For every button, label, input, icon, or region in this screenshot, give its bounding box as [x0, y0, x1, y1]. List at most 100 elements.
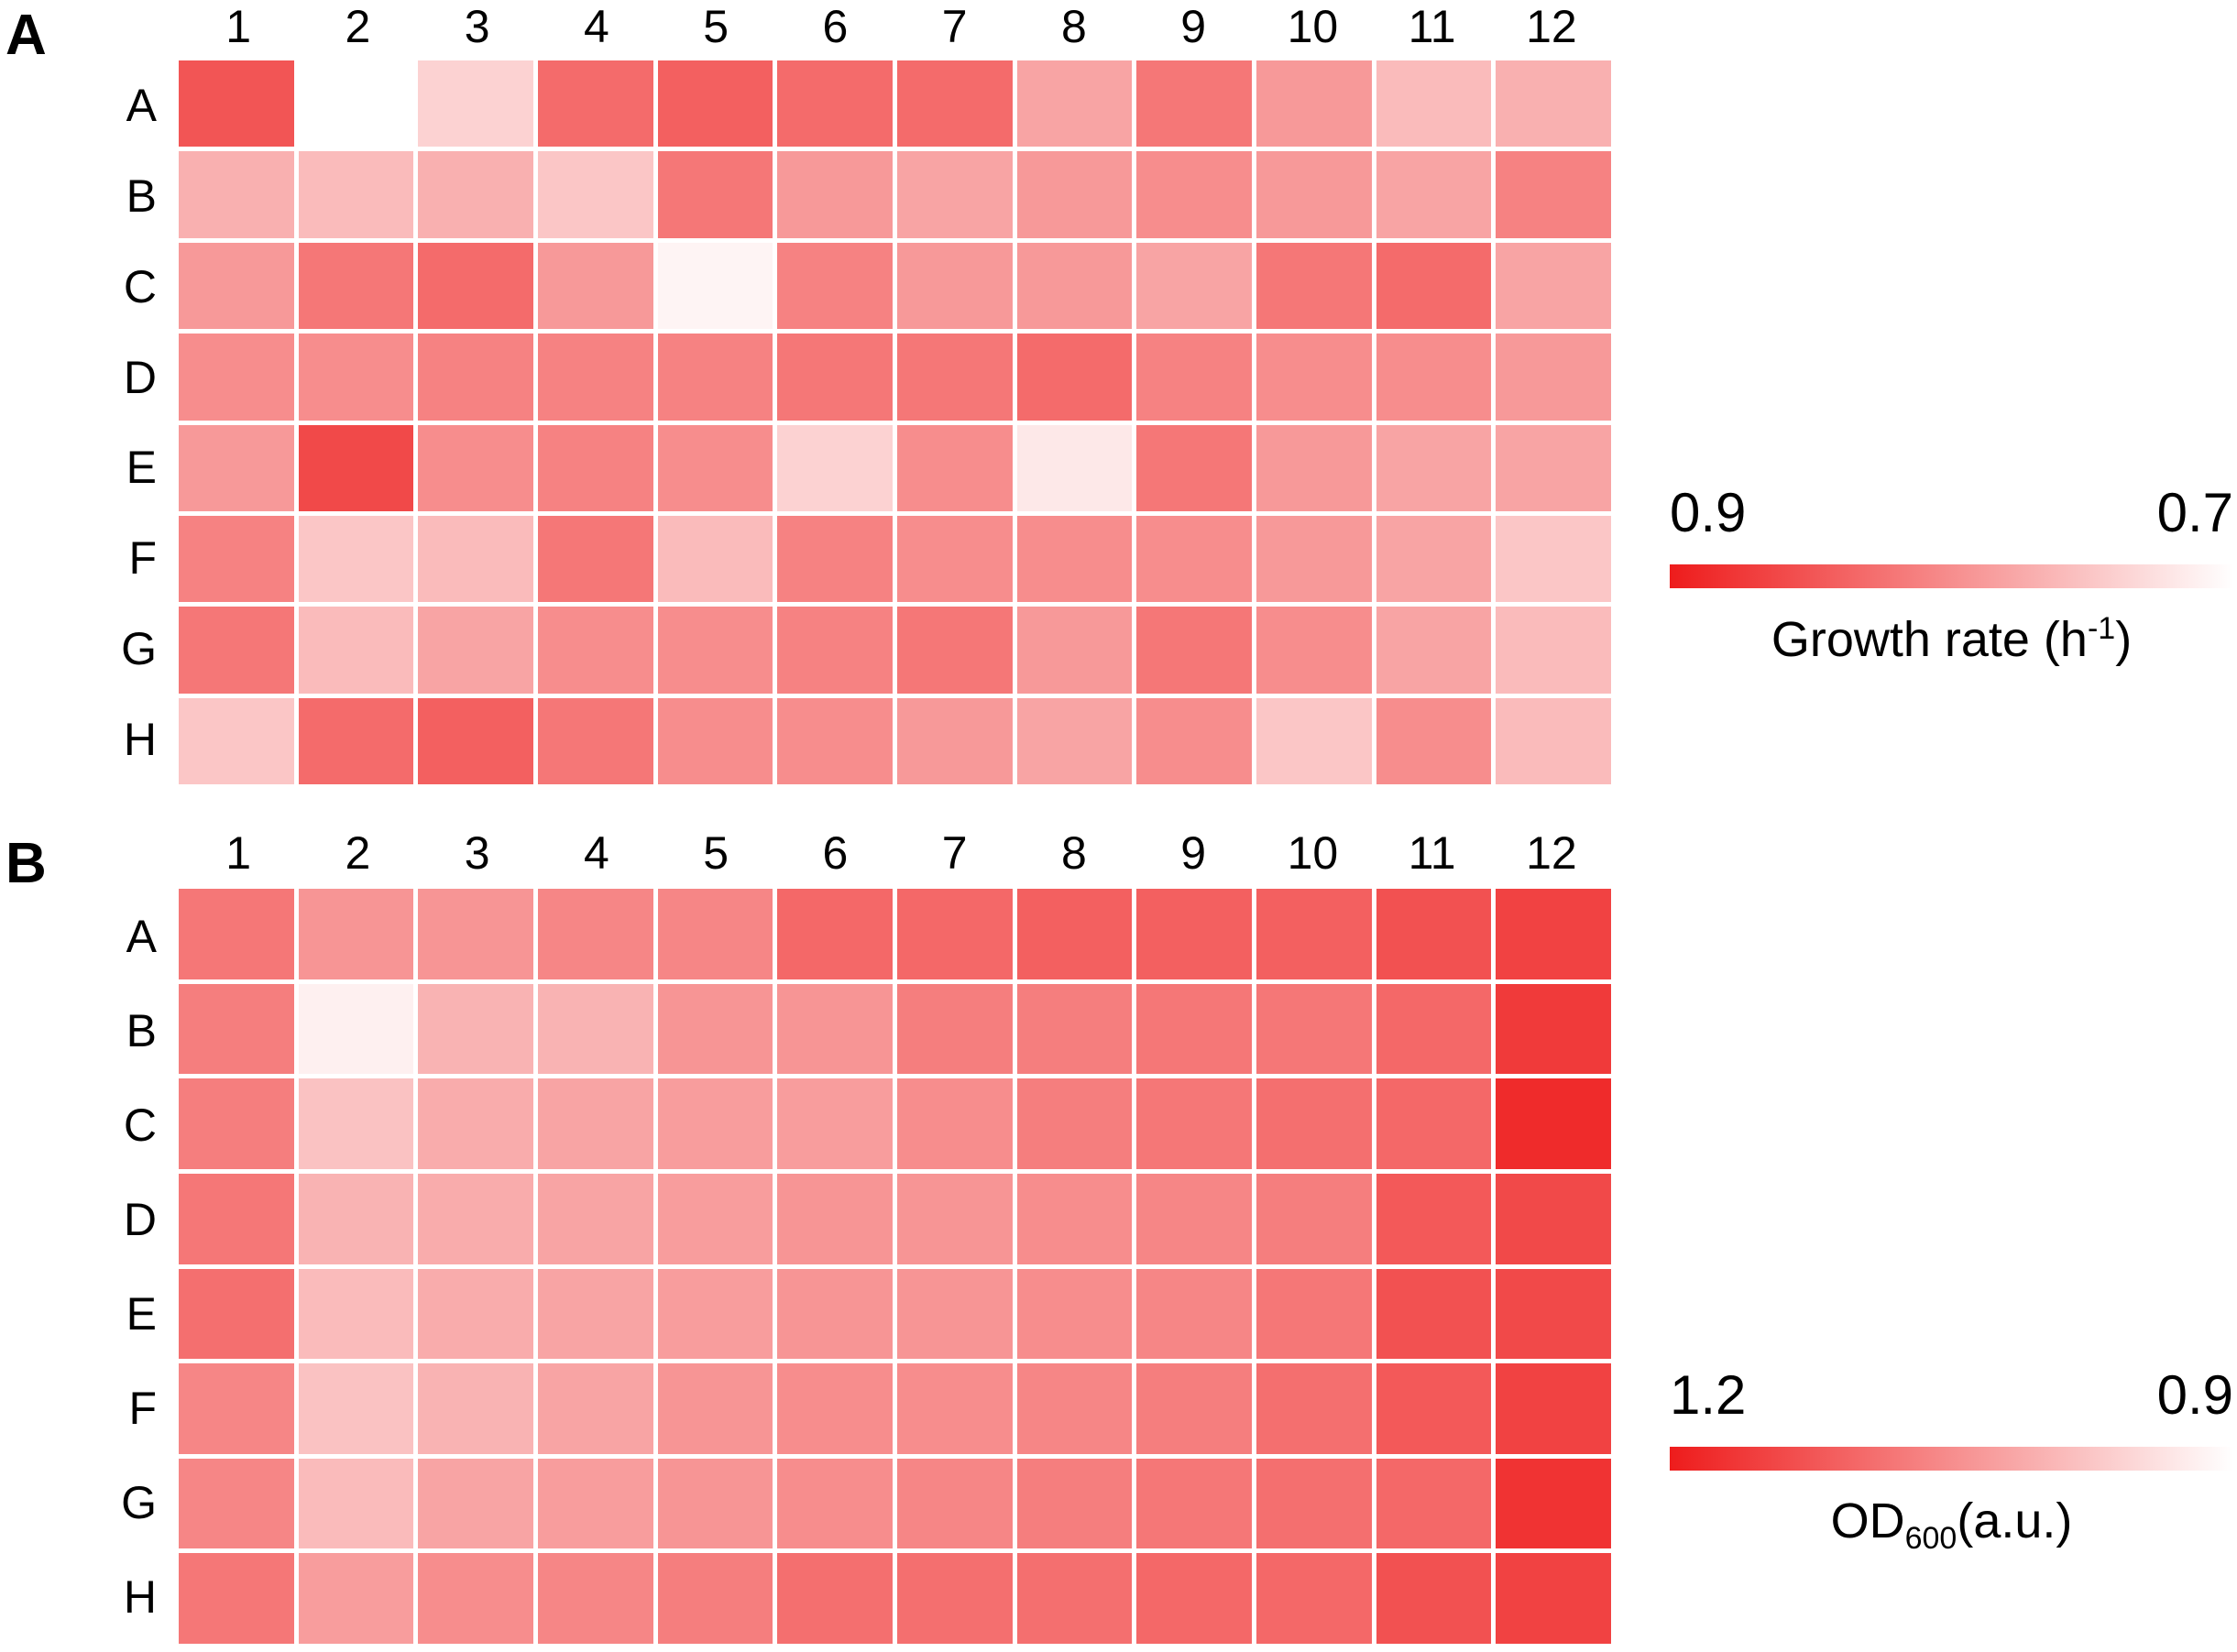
heatmap-cell-B8 [1016, 151, 1133, 238]
heatmap-cell-F2 [298, 1363, 414, 1454]
heatmap-cell-E10 [1256, 1268, 1372, 1360]
heatmap-cell-E1 [179, 424, 294, 511]
heatmap-cell-D12 [1496, 334, 1611, 421]
panel-b-label: B [5, 832, 47, 895]
heatmap-cell-B12 [1496, 983, 1611, 1075]
heatmap-cell-D8 [1016, 334, 1133, 421]
heatmap-cell-C10 [1256, 1078, 1372, 1169]
heatmap-cell-H6 [777, 1553, 893, 1644]
heatmap-cell-H3 [418, 697, 533, 784]
heatmap-cell-H12 [1496, 697, 1611, 784]
panel-a-legend-values: 0.9 0.7 [1670, 486, 2233, 541]
heatmap-cell-G12 [1496, 1458, 1611, 1549]
heatmap-cell-E4 [537, 424, 653, 511]
heatmap-cell-F12 [1496, 515, 1611, 603]
column-header-5: 5 [703, 1, 729, 52]
heatmap-cell-B2 [298, 983, 414, 1075]
heatmap-cell-D12 [1496, 1173, 1611, 1264]
heatmap-cell-D1 [179, 334, 294, 421]
row-header-B: B [126, 1004, 157, 1056]
heatmap-cell-C11 [1376, 1078, 1492, 1169]
heatmap-cell-F1 [179, 515, 294, 603]
heatmap-cell-D7 [896, 1173, 1013, 1264]
heatmap-cell-C11 [1376, 242, 1492, 330]
heatmap-cell-D10 [1256, 1173, 1372, 1264]
heatmap-cell-C2 [298, 242, 414, 330]
panel-a-legend-left-value: 0.9 [1670, 482, 1747, 543]
heatmap-cell-B2 [298, 151, 414, 238]
heatmap-cell-G11 [1376, 607, 1492, 694]
row-header-F: F [128, 532, 157, 585]
heatmap-cell-B3 [418, 983, 533, 1075]
heatmap-cell-C12 [1496, 1078, 1611, 1169]
heatmap-cell-H11 [1376, 1553, 1492, 1644]
heatmap-cell-D2 [298, 334, 414, 421]
heatmap-cell-H7 [896, 1553, 1013, 1644]
panel-a-legend: 0.9 0.7 Growth rate (h-1) [1670, 486, 2233, 667]
heatmap-cell-B7 [896, 151, 1013, 238]
heatmap-cell-A2 [298, 60, 414, 148]
heatmap-cell-C7 [896, 1078, 1013, 1169]
row-header-G: G [121, 1476, 157, 1528]
heatmap-cell-F9 [1136, 515, 1252, 603]
heatmap-cell-E1 [179, 1268, 294, 1360]
heatmap-cell-H11 [1376, 697, 1492, 784]
heatmap-cell-D9 [1136, 1173, 1252, 1264]
heatmap-cell-A4 [537, 889, 653, 979]
heatmap-cell-B7 [896, 983, 1013, 1075]
heatmap-cell-H5 [657, 697, 773, 784]
heatmap-cell-E6 [777, 424, 893, 511]
row-header-D: D [123, 351, 157, 403]
column-header-6: 6 [822, 827, 849, 879]
row-header-A: A [126, 910, 157, 962]
heatmap-cell-B6 [777, 983, 893, 1075]
heatmap-cell-E6 [777, 1268, 893, 1360]
heatmap-cell-C5 [657, 242, 773, 330]
column-header-2: 2 [345, 827, 371, 879]
heatmap-cell-F11 [1376, 515, 1492, 603]
heatmap-cell-D11 [1376, 1173, 1492, 1264]
column-header-1: 1 [225, 827, 252, 879]
heatmap-cell-C10 [1256, 242, 1372, 330]
heatmap-cell-C8 [1016, 242, 1133, 330]
heatmap-cell-H8 [1016, 1553, 1133, 1644]
heatmap-cell-F4 [537, 1363, 653, 1454]
row-header-H: H [123, 1570, 157, 1623]
panel-b-caption-text: OD [1830, 1493, 1905, 1548]
heatmap-cell-H1 [179, 697, 294, 784]
panel-a-legend-right-value: 0.7 [2156, 482, 2233, 543]
heatmap-cell-D10 [1256, 334, 1372, 421]
row-header-B: B [126, 170, 157, 223]
heatmap-cell-D5 [657, 334, 773, 421]
panel-a-caption-suffix: ) [2115, 612, 2133, 667]
heatmap-cell-G7 [896, 607, 1013, 694]
heatmap-cell-C1 [179, 1078, 294, 1169]
heatmap-cell-A1 [179, 889, 294, 979]
heatmap-cell-H4 [537, 697, 653, 784]
column-header-10: 10 [1287, 1, 1339, 52]
row-header-H: H [123, 713, 157, 765]
heatmap-cell-B6 [777, 151, 893, 238]
heatmap-cell-F9 [1136, 1363, 1252, 1454]
heatmap-cell-E3 [418, 424, 533, 511]
heatmap-cell-A8 [1016, 889, 1133, 979]
heatmap-cell-H12 [1496, 1553, 1611, 1644]
heatmap-cell-F6 [777, 515, 893, 603]
panel-a-heatmap [179, 60, 1611, 784]
heatmap-cell-A6 [777, 889, 893, 979]
heatmap-cell-B1 [179, 983, 294, 1075]
heatmap-cell-A12 [1496, 60, 1611, 148]
heatmap-cell-F4 [537, 515, 653, 603]
heatmap-cell-D2 [298, 1173, 414, 1264]
column-header-1: 1 [225, 1, 252, 52]
heatmap-cell-F8 [1016, 1363, 1133, 1454]
heatmap-cell-F3 [418, 515, 533, 603]
heatmap-cell-B5 [657, 151, 773, 238]
heatmap-cell-H7 [896, 697, 1013, 784]
heatmap-cell-F10 [1256, 1363, 1372, 1454]
heatmap-cell-G10 [1256, 1458, 1372, 1549]
heatmap-cell-H2 [298, 697, 414, 784]
